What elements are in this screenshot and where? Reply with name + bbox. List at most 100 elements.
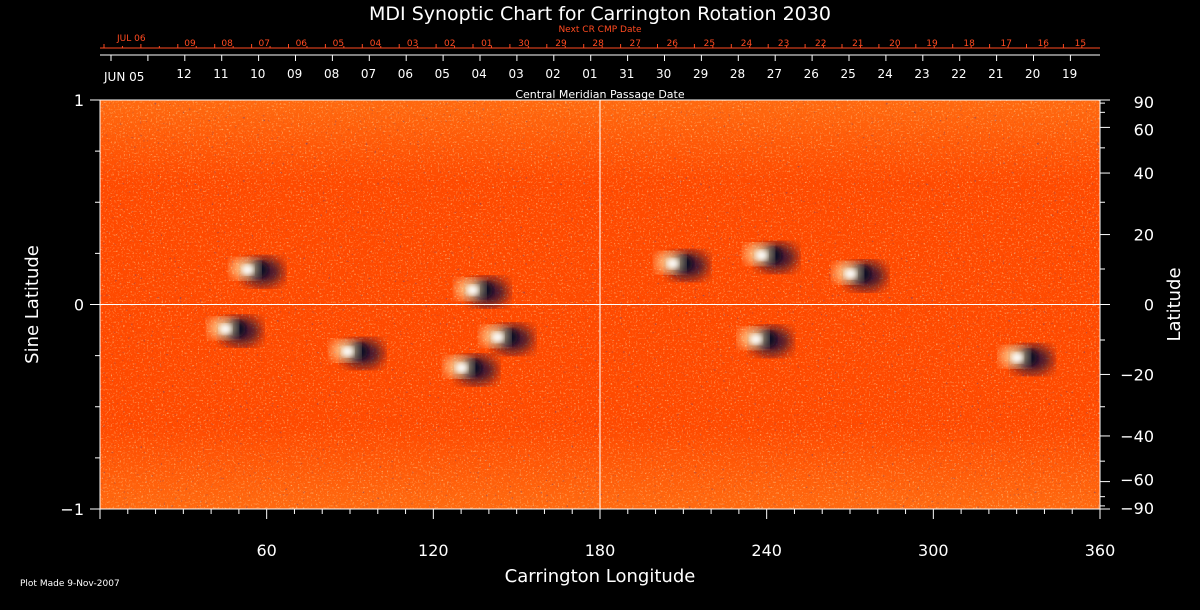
next-cr-date-label: 08 [221, 39, 233, 49]
cmp-date-label: 04 [472, 67, 487, 81]
next-cr-date-label: 24 [741, 39, 753, 49]
region-positive-core [755, 250, 768, 261]
top-axis-title: Central Meridian Passage Date [515, 88, 684, 101]
y-right-tick-label: 60 [1134, 120, 1154, 139]
next-cr-date-label: 16 [1038, 39, 1050, 49]
cmp-date-label: 02 [545, 67, 560, 81]
active-region [208, 317, 261, 346]
cmp-date-label: 23 [914, 67, 929, 81]
cmp-date-label: 05 [435, 67, 450, 81]
cmp-date-label: 22 [951, 67, 966, 81]
active-region [739, 327, 792, 356]
cmp-date-label: 08 [324, 67, 339, 81]
y-right-axis-label: Latitude [1164, 267, 1185, 341]
region-positive-core [491, 332, 504, 343]
active-region [1000, 345, 1053, 374]
next-cr-date-label: 18 [963, 39, 975, 49]
next-cr-date-label: 07 [258, 39, 269, 49]
active-region [480, 325, 533, 354]
x-tick-label: 360 [1085, 541, 1116, 560]
region-positive-core [241, 264, 254, 275]
cmp-date-label: 03 [508, 67, 523, 81]
x-tick-label: 180 [585, 541, 616, 560]
cmp-date-label: 06 [398, 67, 413, 81]
y-right-tick-label: 0 [1144, 296, 1154, 315]
x-tick-label: 300 [918, 541, 949, 560]
cmp-date-label: 10 [250, 67, 265, 81]
next-cr-date-label: 09 [184, 39, 196, 49]
cmp-date-label: 31 [619, 67, 634, 81]
y-left-tick-label: 0 [74, 296, 84, 315]
next-cr-date-label: 29 [555, 39, 567, 49]
active-region [444, 355, 497, 384]
y-right-tick-label: −90 [1120, 499, 1154, 518]
cmp-date-label: 27 [767, 67, 782, 81]
y-right-tick-label: −40 [1120, 427, 1154, 446]
cmp-date-label: 12 [176, 67, 191, 81]
y-left-tick-label: −1 [60, 500, 84, 519]
footer-plot-made: Plot Made 9-Nov-2007 [20, 579, 120, 589]
active-region [655, 251, 708, 280]
active-region [230, 257, 283, 286]
next-cr-date-label: 01 [481, 39, 492, 49]
y-right-tick-label: 20 [1134, 226, 1154, 245]
cmp-date-label: 21 [988, 67, 1003, 81]
next-cr-date-label: 15 [1075, 39, 1086, 49]
y-right-tick-label: 40 [1134, 164, 1154, 183]
cmp-date-label: 26 [804, 67, 819, 81]
cmp-date-label: 11 [213, 67, 228, 81]
next-cr-date-label: 28 [592, 39, 604, 49]
cmp-date-label: 28 [730, 67, 745, 81]
active-region [330, 339, 383, 368]
region-positive-core [455, 362, 468, 373]
next-cr-date-label: 04 [370, 39, 382, 49]
next-cr-date-label: 03 [407, 39, 418, 49]
cmp-date-label: 24 [877, 67, 892, 81]
region-positive-core [341, 346, 354, 357]
active-region [833, 261, 886, 290]
cmp-date-label: 09 [287, 67, 302, 81]
next-cr-title: Next CR CMP Date [558, 25, 642, 35]
x-tick-label: 120 [418, 541, 449, 560]
next-cr-date-label: 02 [444, 39, 455, 49]
region-positive-core [750, 334, 763, 345]
y-right-tick-label: −20 [1120, 365, 1154, 384]
y-right-tick-label: −60 [1120, 471, 1154, 490]
region-positive-core [219, 324, 232, 335]
x-axis-label: Carrington Longitude [505, 566, 696, 587]
cmp-date-label: 25 [841, 67, 856, 81]
region-positive-core [666, 258, 679, 269]
next-cr-date-label: 21 [852, 39, 863, 49]
next-cr-date-label: 25 [704, 39, 715, 49]
chart-title: MDI Synoptic Chart for Carrington Rotati… [369, 3, 831, 25]
cmp-start-label: JUN 05 [103, 70, 144, 84]
active-region [744, 243, 797, 272]
y-right-tick-label: 90 [1134, 93, 1154, 112]
y-left-axis-label: Sine Latitude [22, 245, 43, 364]
cmp-date-label: 01 [582, 67, 597, 81]
next-cr-start-label: JUL 06 [116, 34, 146, 44]
y-left-tick-label: 1 [74, 91, 84, 110]
active-region [455, 278, 508, 307]
next-cr-date-label: 30 [518, 39, 530, 49]
region-positive-core [1011, 352, 1024, 363]
x-tick-label: 240 [751, 541, 782, 560]
next-cr-date-label: 26 [667, 39, 679, 49]
cmp-date-label: 29 [693, 67, 708, 81]
cmp-date-label: 30 [656, 67, 671, 81]
region-positive-core [844, 268, 857, 279]
next-cr-date-label: 27 [629, 39, 640, 49]
cmp-date-label: 20 [1025, 67, 1040, 81]
next-cr-date-label: 22 [815, 39, 826, 49]
cmp-date-label: 07 [361, 67, 376, 81]
next-cr-date-label: 19 [926, 39, 938, 49]
x-tick-label: 60 [256, 541, 276, 560]
next-cr-date-label: 23 [778, 39, 789, 49]
region-positive-core [466, 285, 479, 296]
next-cr-date-label: 17 [1000, 39, 1011, 49]
cmp-date-label: 19 [1062, 67, 1077, 81]
next-cr-date-label: 20 [889, 39, 901, 49]
next-cr-date-label: 05 [333, 39, 344, 49]
next-cr-date-label: 06 [296, 39, 308, 49]
